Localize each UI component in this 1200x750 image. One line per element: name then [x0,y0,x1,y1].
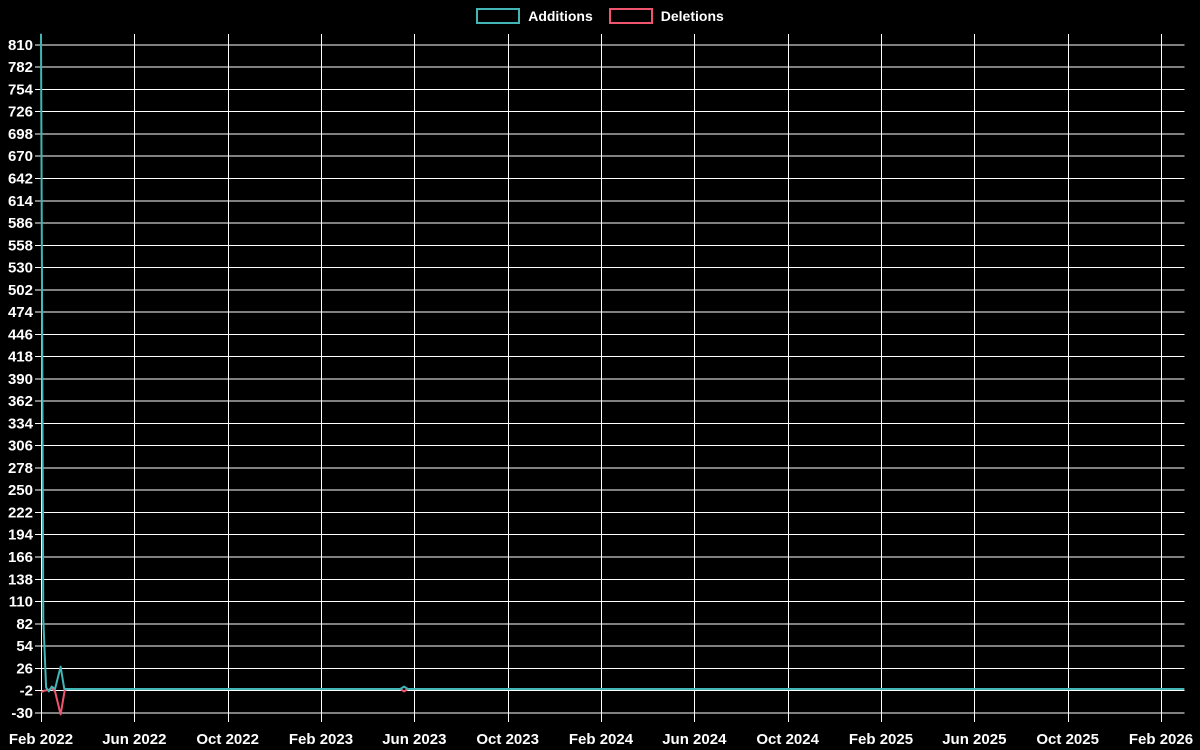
y-tick-label: -2 [20,683,33,700]
legend: Additions Deletions [0,8,1200,24]
deletions-swatch-icon [608,8,653,24]
x-tick-label: Feb 2025 [849,731,913,748]
y-tick-label: 474 [8,304,34,321]
y-tick-label: 250 [8,482,33,499]
y-tick-label: 306 [8,438,33,455]
x-tick-label: Feb 2024 [569,731,634,748]
legend-label-deletions: Deletions [660,8,724,24]
y-tick-label: 726 [8,104,33,121]
y-tick-label: 138 [8,571,33,588]
legend-item-additions[interactable]: Additions [476,8,593,24]
legend-label-additions: Additions [528,8,593,24]
y-tick-label: 26 [16,660,33,677]
y-tick-label: 418 [8,349,33,366]
x-tick-label: Oct 2022 [196,731,259,748]
y-tick-label: 194 [8,527,34,544]
y-tick-label: 614 [8,193,34,210]
y-tick-label: 530 [8,260,33,277]
additions-swatch-icon [476,8,521,24]
x-tick-label: Jun 2022 [102,731,166,748]
y-tick-label: 390 [8,371,33,388]
y-tick-label: 82 [16,616,33,633]
x-tick-label: Oct 2024 [756,731,819,748]
legend-item-deletions[interactable]: Deletions [608,8,724,24]
x-tick-label: Oct 2023 [476,731,539,748]
y-tick-label: -30 [11,705,33,722]
y-tick-label: 782 [8,59,33,76]
y-tick-label: 810 [8,37,33,54]
y-tick-label: 222 [8,504,33,521]
y-tick-label: 334 [8,415,34,432]
y-tick-label: 586 [8,215,33,232]
y-tick-label: 278 [8,460,33,477]
y-tick-label: 754 [8,81,34,98]
y-tick-label: 362 [8,393,33,410]
x-tick-label: Oct 2025 [1036,731,1099,748]
x-tick-label: Jun 2024 [662,731,727,748]
x-tick-label: Feb 2026 [1129,731,1193,748]
y-tick-label: 166 [8,549,33,566]
y-tick-label: 110 [9,594,33,611]
x-tick-label: Jun 2023 [382,731,446,748]
y-tick-label: 670 [8,148,33,165]
x-tick-label: Jun 2025 [942,731,1006,748]
y-tick-label: 642 [8,170,33,187]
x-tick-label: Feb 2022 [9,731,73,748]
y-tick-label: 502 [8,282,33,299]
y-tick-label: 558 [8,237,33,254]
additions-line [40,33,1185,693]
y-tick-label: 446 [8,326,33,343]
x-tick-label: Feb 2023 [289,731,353,748]
y-tick-label: 54 [16,638,33,655]
y-tick-label: 698 [8,126,33,143]
